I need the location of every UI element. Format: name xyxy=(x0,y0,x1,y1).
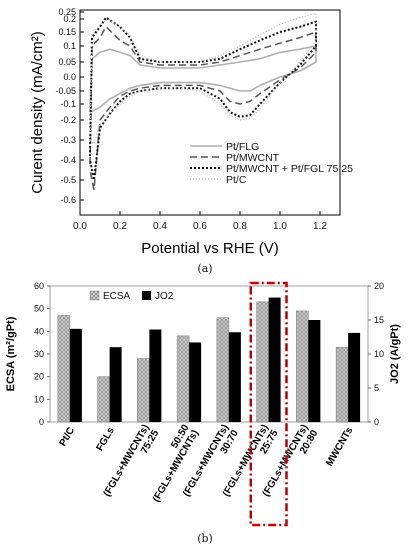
legend-label-4: Pt/C xyxy=(226,174,247,186)
y-tick-label: -0.4 xyxy=(60,155,76,165)
bar-ecsa xyxy=(296,310,309,423)
bar-ecsa xyxy=(335,346,349,423)
y-tick-label: 20 xyxy=(34,372,44,382)
caption-a: (a) xyxy=(197,262,213,275)
caption-b: (b) xyxy=(197,532,213,545)
legend-label-1: Pt/FLG xyxy=(226,141,259,153)
series-line-4 xyxy=(89,12,317,145)
bar-ecsa xyxy=(176,335,190,423)
y-tick-label: -0.2 xyxy=(60,115,76,125)
bar-jo2 xyxy=(268,297,281,422)
cv-chart: 0.0 0.2 0.4 0.6 0.8 1.0 1.20.250.20.150.10.050… xyxy=(29,7,353,257)
y2-tick-label: 5 xyxy=(374,383,379,393)
x-tick-label: 0.2 xyxy=(113,221,127,232)
bar-ecsa xyxy=(256,301,269,423)
category-label: FGLs xyxy=(95,425,118,453)
y-tick-label: 60 xyxy=(34,281,44,291)
y-tick-label: 50 xyxy=(34,304,44,314)
series-line-2 xyxy=(89,26,317,191)
bar-jo2 xyxy=(308,320,321,422)
legend-label-jo2: JO2 xyxy=(155,291,174,302)
y-tick-label: 0.1 xyxy=(63,41,76,51)
y-tick-label: 10 xyxy=(34,394,44,404)
category-label: Pt/C xyxy=(58,426,78,449)
y-tick-label: -0.6 xyxy=(60,195,76,205)
x-tick-label: 0.8 xyxy=(233,221,247,232)
bar-jo2 xyxy=(348,332,361,422)
y-tick-label: 0.15 xyxy=(58,27,76,37)
y-tick-label: 0.25 xyxy=(58,7,76,17)
x-axis-label: Potential vs RHE (V) xyxy=(141,240,279,257)
bar-ecsa xyxy=(216,317,230,423)
x-tick-label: 0.4 xyxy=(153,221,167,232)
bar-ecsa xyxy=(97,376,110,423)
bar-jo2 xyxy=(228,332,241,422)
y2-tick-label: 0 xyxy=(374,417,379,427)
y-tick-label: 40 xyxy=(34,326,44,336)
bar-jo2 xyxy=(189,342,202,422)
category-label-group: FGLs xyxy=(95,425,118,453)
legend-swatch-jo2 xyxy=(142,291,151,300)
legend-label-3: Pt/MWCNT + Pt/FGL 75:25 xyxy=(226,163,353,175)
y-axis-label: ECSA (m²/gPt) xyxy=(5,316,17,391)
y-tick-label: 0.0 xyxy=(63,72,76,82)
category-label-group: MWCNTs xyxy=(324,425,355,468)
series-line-1 xyxy=(89,45,317,113)
y-tick-label: 0.05 xyxy=(58,57,76,67)
bar-jo2 xyxy=(69,328,82,422)
y-tick-label: -0.5 xyxy=(60,175,76,185)
y-tick-label: 0.2 xyxy=(63,14,76,24)
highlight-box xyxy=(249,281,288,527)
legend-label-ecsa: ECSA xyxy=(103,291,131,302)
y-tick-label: 0 xyxy=(39,417,44,427)
plot-frame xyxy=(79,9,341,216)
ecsa-bar-chart: 0 10 20 30 40 50 60 0 5 10 15 20 ECSA (m²/gPt) JO2 (A… xyxy=(5,281,401,527)
category-label: MWCNTs xyxy=(324,425,355,468)
category-label-group: Pt/C xyxy=(58,426,78,449)
x-tick-label: 0.0 xyxy=(73,221,87,232)
x-tick-label: 1.2 xyxy=(313,221,327,232)
y2-tick-label: 20 xyxy=(374,281,384,291)
bar-jo2 xyxy=(149,329,162,422)
bar-ecsa xyxy=(137,358,150,423)
y-tick-label: 30 xyxy=(34,349,44,359)
y-axis-label: Curent density (mA/cm²) xyxy=(29,31,46,194)
legend-swatch-ecsa xyxy=(89,290,100,301)
y2-axis-label: JO2 (A/gPt) xyxy=(389,324,401,384)
bar-jo2 xyxy=(109,347,122,422)
bar-ecsa xyxy=(57,315,71,423)
y2-tick-label: 15 xyxy=(374,315,384,325)
x-tick-label: 1.0 xyxy=(273,221,287,232)
y-tick-label: -0.3 xyxy=(60,135,76,145)
legend-label-2: Pt/MWCNT xyxy=(226,152,280,164)
y-tick-label: -0.05 xyxy=(55,86,76,96)
y-tick-label: -0.1 xyxy=(60,99,76,109)
x-tick-label: 0.6 xyxy=(193,221,207,232)
y2-tick-label: 10 xyxy=(374,349,384,359)
